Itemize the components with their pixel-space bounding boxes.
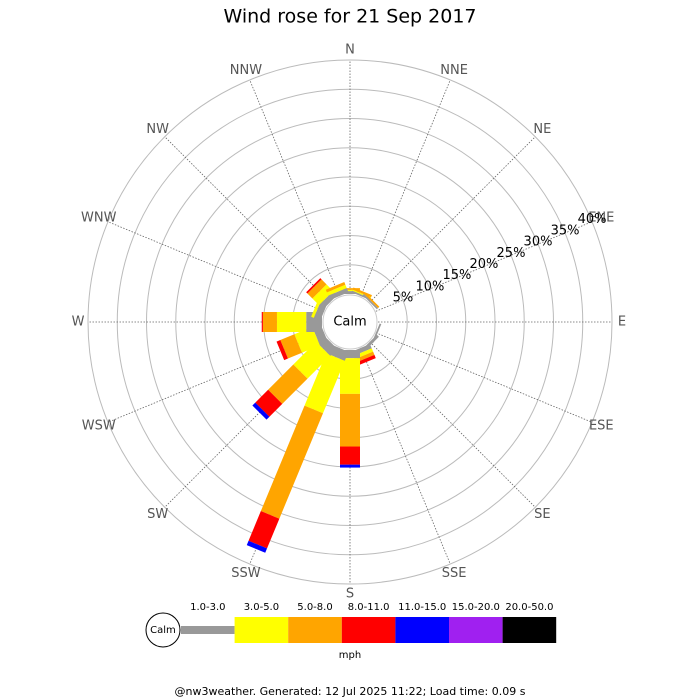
- direction-bar: [261, 312, 323, 332]
- bar-segment: [276, 312, 307, 332]
- direction-label: ESE: [589, 419, 614, 434]
- direction-bar: [362, 292, 380, 310]
- bar-segment: [340, 350, 360, 359]
- bar-segment: [340, 291, 360, 294]
- legend-label: 11.0-15.0: [398, 602, 446, 613]
- bar-segment: [363, 292, 380, 309]
- legend-calm-label: Calm: [150, 625, 176, 636]
- direction-label: N: [345, 43, 355, 58]
- bar-segment: [340, 464, 360, 468]
- calm-label: Calm: [333, 315, 366, 330]
- calm-circle: [322, 294, 378, 350]
- direction-bar: [246, 344, 349, 553]
- direction-label: SSW: [231, 566, 261, 581]
- legend-unit: mph: [339, 650, 361, 661]
- direction-label: NNE: [440, 63, 468, 78]
- direction-label: SE: [534, 507, 550, 522]
- direction-label: S: [346, 587, 354, 602]
- bar-segment: [293, 341, 331, 379]
- legend-swatch: [395, 617, 449, 643]
- bar-segment: [248, 511, 280, 549]
- bar-segment: [276, 340, 288, 361]
- direction-label: NW: [146, 122, 169, 137]
- direction-label: ENE: [588, 210, 614, 225]
- direction-label: NE: [533, 122, 551, 137]
- legend-swatch: [341, 617, 396, 643]
- spoke: [164, 136, 331, 303]
- direction-label: WNW: [81, 210, 117, 225]
- direction-label: NNW: [230, 63, 262, 78]
- bar-segment: [340, 288, 360, 290]
- direction-bar: [340, 288, 360, 294]
- bar-segment: [280, 334, 303, 359]
- footer: @nw3weather. Generated: 12 Jul 2025 11:2…: [175, 685, 526, 698]
- bar-segment: [261, 312, 263, 332]
- legend-swatch: [502, 617, 557, 643]
- legend-swatch: [234, 617, 289, 643]
- bar-segment: [306, 278, 322, 294]
- direction-label: WSW: [82, 419, 116, 434]
- bar-segment: [307, 279, 327, 299]
- direction-bar: [252, 334, 338, 420]
- legend-calm: [145, 612, 181, 648]
- ring-label: 30%: [524, 235, 553, 250]
- bar-segment: [328, 287, 349, 300]
- bar-segment: [325, 282, 346, 293]
- bar-segment: [262, 312, 277, 332]
- chart-title: Wind rose for 21 Sep 2017: [223, 6, 476, 28]
- direction-bar: [276, 323, 328, 361]
- legend-label: 1.0-3.0: [190, 602, 225, 613]
- spoke: [360, 79, 451, 297]
- ring: [175, 147, 525, 497]
- ring-label: 25%: [497, 246, 526, 261]
- bar-segment: [362, 293, 379, 310]
- bar-segment: [268, 364, 308, 404]
- ring-label: 35%: [551, 223, 580, 238]
- direction-bar: [340, 350, 360, 468]
- legend-label: 5.0-8.0: [297, 602, 332, 613]
- direction-label: SW: [147, 507, 168, 522]
- bar-segment: [255, 389, 283, 417]
- legend-swatch: [181, 626, 235, 634]
- spoke: [375, 332, 593, 423]
- bar-segment: [340, 358, 360, 394]
- legend-label: 15.0-20.0: [452, 602, 500, 613]
- bar-segment: [355, 354, 376, 366]
- ring-label: 40%: [578, 212, 607, 227]
- bar-segment: [326, 284, 347, 296]
- legend-label: 3.0-5.0: [244, 602, 279, 613]
- direction-label: W: [72, 315, 85, 330]
- bar-segment: [252, 402, 270, 420]
- bar-segment: [246, 540, 268, 553]
- ring-label: 10%: [415, 279, 444, 294]
- bar-segment: [340, 393, 360, 447]
- legend-label: 20.0-50.0: [505, 602, 553, 613]
- spoke: [369, 136, 536, 303]
- ring: [87, 59, 613, 585]
- ring-label: 20%: [470, 257, 499, 272]
- bar-segment: [294, 326, 320, 353]
- spoke: [369, 341, 536, 508]
- spoke: [249, 79, 340, 297]
- bar-segment: [340, 446, 360, 465]
- ring-label: 5%: [393, 291, 414, 306]
- legend-label: 8.0-11.0: [348, 602, 390, 613]
- bar-segment: [304, 353, 345, 414]
- legend-swatch: [449, 617, 503, 643]
- direction-label: SSE: [442, 566, 467, 581]
- spoke: [107, 221, 325, 312]
- direction-bar: [325, 282, 349, 300]
- spoke: [360, 347, 451, 565]
- direction-label: E: [618, 315, 626, 330]
- ring-label: 15%: [442, 268, 471, 283]
- bar-segment: [260, 405, 324, 519]
- spoke: [375, 221, 593, 312]
- bar-segment: [340, 289, 360, 292]
- legend-swatch: [288, 617, 342, 643]
